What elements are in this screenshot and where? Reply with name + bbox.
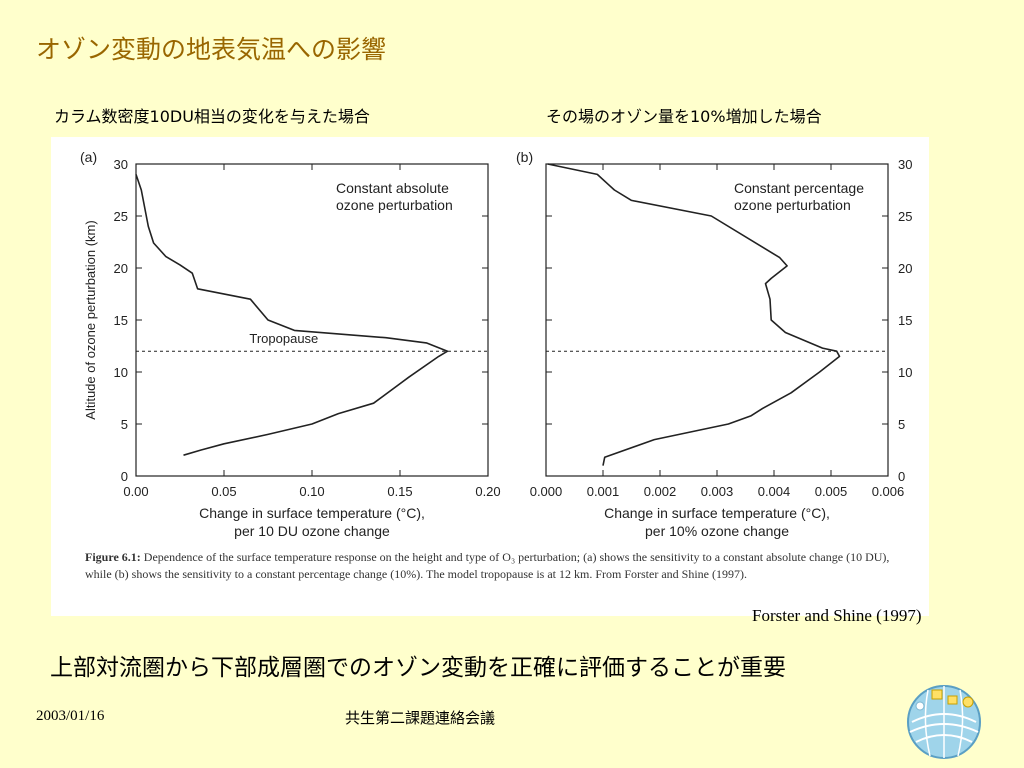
subtitle-panel-b: その場のオゾン量を10%増加した場合 [546, 107, 822, 126]
tropopause-label: Tropopause [249, 331, 318, 346]
footer-meeting: 共生第二課題連絡会議 [345, 709, 496, 727]
subtitle-panel-a: カラム数密度10DU相当の変化を与えた場合 [54, 107, 370, 126]
panel-label-b: (b) [516, 149, 533, 165]
x-axis-subtitle-b: per 10% ozone change [645, 523, 789, 539]
x-tick-label-a: 0.05 [211, 484, 236, 499]
data-curve-a [135, 174, 449, 456]
y-tick-label-a: 25 [114, 209, 128, 224]
y-tick-label-b: 20 [898, 261, 912, 276]
footer-date: 2003/01/16 [36, 708, 105, 724]
y-tick-label-a: 0 [121, 469, 128, 484]
citation: Forster and Shine (1997) [752, 606, 922, 625]
caption-text: Dependence of the surface temperature re… [85, 550, 890, 581]
x-tick-label-b: 0.001 [587, 484, 620, 499]
annotation-line1-a: Constant absolute [336, 180, 449, 196]
x-tick-label-a: 0.00 [123, 484, 148, 499]
y-tick-label-a: 30 [114, 157, 128, 172]
y-tick-label-a: 10 [114, 365, 128, 380]
globe-logo-icon [907, 685, 981, 759]
x-tick-label-a: 0.15 [387, 484, 412, 499]
data-curve-b [547, 163, 841, 466]
y-axis-title-a: Altitude of ozone perturbation (km) [83, 220, 98, 419]
y-tick-label-a: 5 [121, 417, 128, 432]
figure-caption: Figure 6.1: Dependence of the surface te… [85, 549, 905, 583]
x-tick-label-b: 0.005 [815, 484, 848, 499]
x-tick-label-b: 0.002 [644, 484, 677, 499]
y-tick-label-b: 10 [898, 365, 912, 380]
x-tick-label-b: 0.004 [758, 484, 791, 499]
caption-label: Figure 6.1: [85, 550, 141, 564]
y-tick-label-b: 25 [898, 209, 912, 224]
y-tick-label-b: 15 [898, 313, 912, 328]
panel-label-a: (a) [80, 149, 97, 165]
x-axis-title-a: Change in surface temperature (°C), [199, 505, 425, 521]
figure-charts: 0.00 0.05 0.10 0.15 0.20 0 5 10 15 20 25 30 Tropopau… [80, 149, 912, 539]
annotation-line2-b: ozone perturbation [734, 197, 851, 213]
y-tick-label-b: 30 [898, 157, 912, 172]
y-tick-label-a: 15 [114, 313, 128, 328]
y-tick-label-b: 0 [898, 469, 905, 484]
x-axis-title-b: Change in surface temperature (°C), [604, 505, 830, 521]
annotation-line2-a: ozone perturbation [336, 197, 453, 213]
conclusion-text: 上部対流圏から下部成層圏でのオゾン変動を正確に評価することが重要 [50, 655, 786, 681]
x-tick-label-b: 0.000 [530, 484, 563, 499]
x-tick-label-b: 0.003 [701, 484, 734, 499]
x-axis-subtitle-a: per 10 DU ozone change [234, 523, 390, 539]
slide-title: オゾン変動の地表気温への影響 [36, 35, 387, 64]
figure-panel: 0.00 0.05 0.10 0.15 0.20 0 5 10 15 20 25 30 Tropopau… [51, 137, 929, 616]
y-tick-label-b: 5 [898, 417, 905, 432]
y-tick-label-a: 20 [114, 261, 128, 276]
x-tick-label-a: 0.20 [475, 484, 500, 499]
x-tick-label-a: 0.10 [299, 484, 324, 499]
x-tick-label-b: 0.006 [872, 484, 905, 499]
annotation-line1-b: Constant percentage [734, 180, 864, 196]
